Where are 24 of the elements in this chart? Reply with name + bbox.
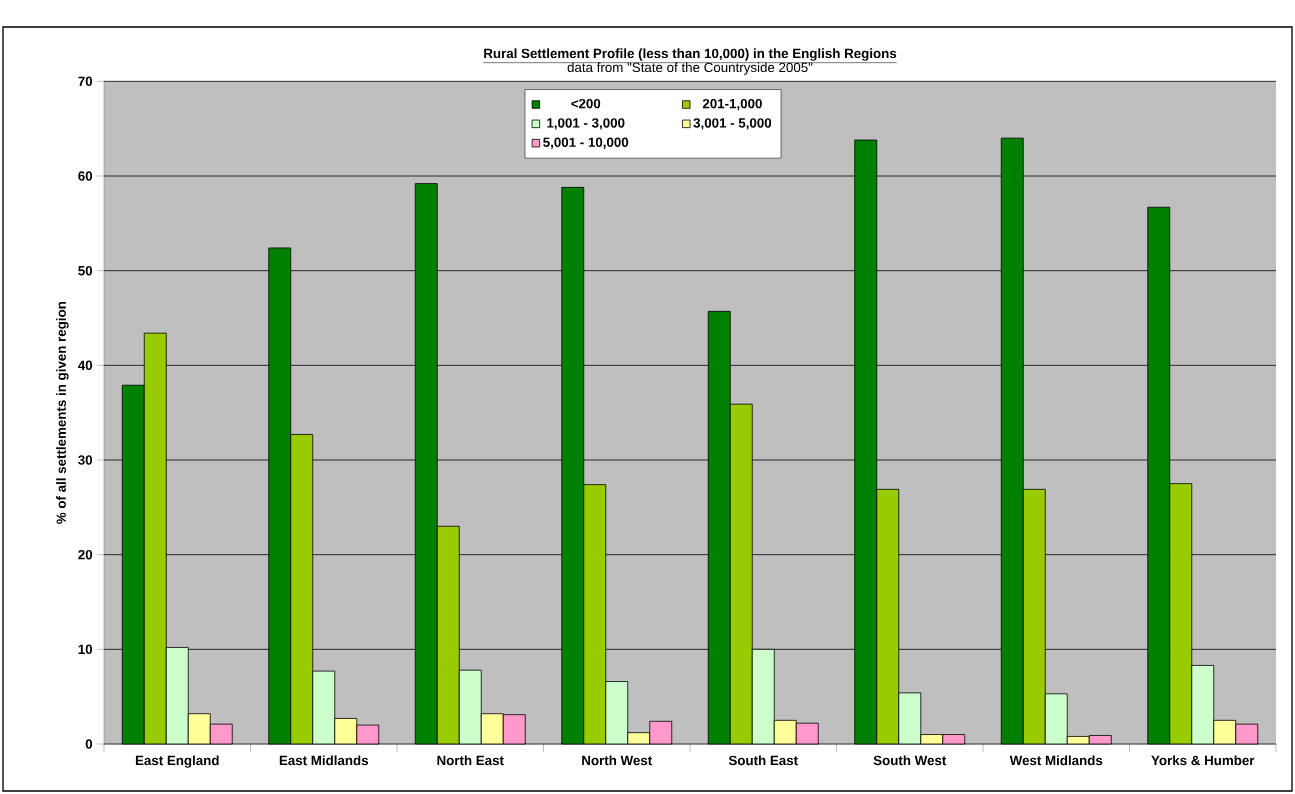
- x-tick-label: West Midlands: [1009, 755, 1103, 766]
- y-tick-label: 10: [78, 644, 93, 655]
- x-tick-label: South West: [873, 755, 947, 766]
- x-tick-label: North East: [437, 755, 504, 766]
- legend-label: <200: [571, 98, 601, 109]
- y-tick-label: 30: [78, 455, 93, 465]
- legend-label: 3,001 - 5,000: [693, 118, 772, 130]
- legend-label: 201-1,000: [702, 98, 762, 111]
- y-tick-label: 20: [78, 549, 93, 560]
- y-tick-label: 60: [78, 171, 93, 181]
- y-tick-label: 50: [78, 265, 93, 276]
- y-tick-label: 40: [78, 360, 93, 371]
- y-tick-label: 0: [85, 739, 93, 749]
- chart-title: Rural Settlement Profile (less than 10,000) in the English Regions: [484, 48, 897, 61]
- legend-label: 1,001 - 3,000: [547, 118, 625, 130]
- x-tick-label: Yorks & Humber: [1151, 755, 1255, 766]
- x-tick-label: East Midlands: [279, 755, 369, 766]
- y-tick-label: 70: [78, 76, 93, 87]
- x-tick-label: East England: [135, 755, 219, 768]
- y-axis-title: % of all settlements in given region: [56, 302, 69, 524]
- x-tick-label: North West: [582, 755, 653, 766]
- legend-label: 5,001 - 10,000: [543, 137, 629, 149]
- x-tick-label: South East: [728, 755, 798, 766]
- chart-subtitle: data from "State of the Countryside 2005": [567, 62, 813, 75]
